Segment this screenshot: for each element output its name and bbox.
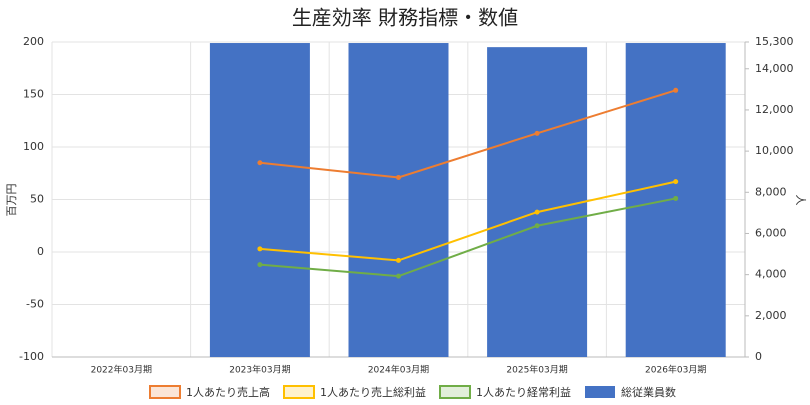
point <box>257 246 263 252</box>
y2-axis-label: 人 <box>794 195 807 206</box>
x-tick-label: 2022年03月期 <box>91 364 152 376</box>
x-tick-label: 2026年03月期 <box>645 364 706 376</box>
y-axis-label: 百万円 <box>5 184 18 217</box>
legend-label: 1人あたり売上高 <box>186 385 270 399</box>
point <box>257 160 263 166</box>
y2-tick-label: 2,000 <box>755 309 787 322</box>
y-tick-label: 150 <box>23 88 44 101</box>
y-tick-label: -50 <box>26 298 44 311</box>
legend-label: 総従業員数 <box>621 385 676 399</box>
line <box>259 89 676 179</box>
x-tick-label: 2023年03月期 <box>229 364 290 376</box>
point <box>534 209 540 215</box>
y-tick-label: 0 <box>37 245 44 258</box>
point <box>534 223 540 229</box>
legend-swatch <box>585 386 615 398</box>
point <box>396 257 401 263</box>
y2-tick-label: 14,000 <box>755 62 794 75</box>
bar <box>348 43 449 357</box>
x-tick-label: 2024年03月期 <box>368 364 429 376</box>
chart-title: 生産効率 財務指標・数値 <box>292 6 518 30</box>
y2-tick-label: 10,000 <box>755 144 794 157</box>
legend-swatch <box>283 385 315 399</box>
line <box>259 197 676 278</box>
point <box>396 273 401 279</box>
point <box>673 195 679 201</box>
legend-swatch <box>439 385 471 399</box>
line <box>259 180 676 262</box>
y2-tick-label: 6,000 <box>755 226 787 239</box>
point <box>673 87 679 93</box>
y-tick-label: 50 <box>30 193 44 206</box>
bar <box>487 47 588 357</box>
y-tick-label: 200 <box>23 35 44 48</box>
legend-swatch <box>149 385 181 399</box>
y2-tick-label: 15,300 <box>755 35 794 48</box>
y-tick-label: 100 <box>23 140 44 153</box>
y2-tick-label: 8,000 <box>755 185 787 198</box>
y2-tick-label: 4,000 <box>755 268 787 281</box>
point <box>534 130 540 136</box>
y-tick-label: -100 <box>19 350 44 363</box>
legend-label: 1人あたり経常利益 <box>476 385 571 399</box>
x-tick-label: 2025年03月期 <box>506 364 567 376</box>
point <box>673 179 679 185</box>
point <box>396 174 401 180</box>
y2-tick-label: 0 <box>755 350 762 363</box>
point <box>257 262 263 268</box>
legend-label: 1人あたり売上総利益 <box>320 385 426 399</box>
bar <box>209 43 310 357</box>
y2-tick-label: 12,000 <box>755 103 794 116</box>
